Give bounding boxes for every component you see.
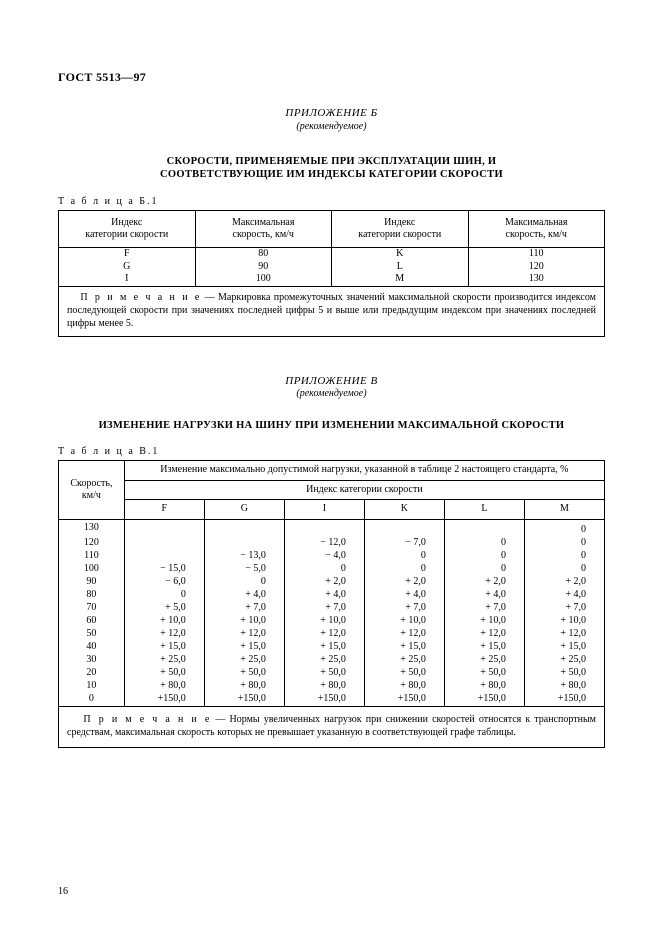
table-v1-header-col: G [204, 500, 284, 520]
table-row: F80 K110 [59, 248, 605, 261]
table-row: G90 L120 [59, 261, 605, 274]
table-row: 120− 12,0− 7,000 [59, 537, 605, 550]
table-row: 0+150,0+150,0+150,0+150,0+150,0+150,0 [59, 693, 605, 707]
appendix-b-heading: СКОРОСТИ, ПРИМЕНЯЕМЫЕ ПРИ ЭКСПЛУАТАЦИИ Ш… [58, 155, 605, 181]
table-v1-header-col: L [444, 500, 524, 520]
table-v1-header-col: I [284, 500, 364, 520]
table-b1-header: Максимальная скорость, км/ч [195, 211, 332, 248]
table-row: 70+ 5,0+ 7,0+ 7,0+ 7,0+ 7,0+ 7,0 [59, 602, 605, 615]
table-v1-header-speed: Скорость, км/ч [59, 461, 125, 520]
appendix-b-subtitle: (рекомендуемое) [58, 121, 605, 134]
document-page: ГОСТ 5513—97 ПРИЛОЖЕНИЕ Б (рекомендуемое… [0, 0, 661, 936]
table-v1-label: Т а б л и ц а В.1 [58, 446, 605, 459]
table-row: 800+ 4,0+ 4,0+ 4,0+ 4,0+ 4,0 [59, 589, 605, 602]
table-v1: Скорость, км/ч Изменение максимально доп… [58, 460, 605, 748]
table-v1-header-top: Изменение максимально допустимой нагрузк… [124, 461, 604, 481]
table-b1-header: Индекс категории скорости [332, 211, 469, 248]
appendix-v-heading: ИЗМЕНЕНИЕ НАГРУЗКИ НА ШИНУ ПРИ ИЗМЕНЕНИИ… [58, 419, 605, 432]
table-b1-label: Т а б л и ц а Б.1 [58, 196, 605, 209]
table-v1-header-col: K [364, 500, 444, 520]
page-number: 16 [58, 886, 68, 899]
table-v1-note: П р и м е ч а н и е — Нормы увеличенных … [59, 706, 605, 747]
table-row: 90− 6,00+ 2,0+ 2,0+ 2,0+ 2,0 [59, 576, 605, 589]
appendix-v-title: ПРИЛОЖЕНИЕ В [58, 375, 605, 389]
table-v1-header-col: M [524, 500, 604, 520]
gost-number: ГОСТ 5513—97 [58, 70, 605, 85]
table-row: 30+ 25,0+ 25,0+ 25,0+ 25,0+ 25,0+ 25,0 [59, 654, 605, 667]
table-b1: Индекс категории скорости Максимальная с… [58, 210, 605, 337]
table-b1-note: П р и м е ч а н и е — Маркировка промежу… [59, 286, 605, 336]
table-row: 10+ 80,0+ 80,0+ 80,0+ 80,0+ 80,0+ 80,0 [59, 680, 605, 693]
table-v1-header-col: F [124, 500, 204, 520]
table-b1-header: Индекс категории скорости [59, 211, 196, 248]
table-row: 1300 [59, 519, 605, 537]
appendix-v-subtitle: (рекомендуемое) [58, 388, 605, 401]
table-row: I100 M130 [59, 273, 605, 286]
table-row: 20+ 50,0+ 50,0+ 50,0+ 50,0+ 50,0+ 50,0 [59, 667, 605, 680]
table-row: 50+ 12,0+ 12,0+ 12,0+ 12,0+ 12,0+ 12,0 [59, 628, 605, 641]
table-row: 100− 15,0− 5,00000 [59, 563, 605, 576]
table-v1-header-sub: Индекс категории скорости [124, 480, 604, 500]
table-row: 60+ 10,0+ 10,0+ 10,0+ 10,0+ 10,0+ 10,0 [59, 615, 605, 628]
table-b1-header: Максимальная скорость, км/ч [468, 211, 605, 248]
table-row: 110− 13,0− 4,0000 [59, 550, 605, 563]
appendix-b-title: ПРИЛОЖЕНИЕ Б [58, 107, 605, 121]
table-row: 40+ 15,0+ 15,0+ 15,0+ 15,0+ 15,0+ 15,0 [59, 641, 605, 654]
